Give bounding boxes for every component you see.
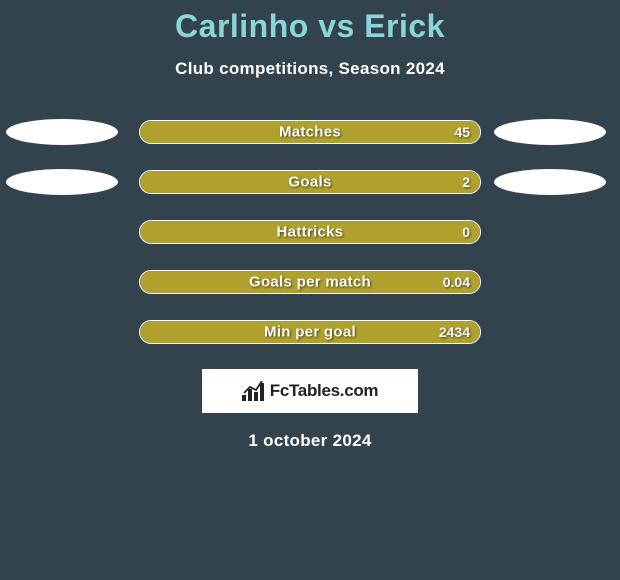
stat-row: Hattricks 0: [0, 219, 620, 245]
stat-value: 0.04: [443, 274, 470, 290]
stats-rows: Matches 45 Goals 2 Hattricks 0 Goals per match…: [0, 119, 620, 345]
stat-label: Hattricks: [277, 224, 344, 241]
subtitle: Club competitions, Season 2024: [0, 59, 620, 79]
player1-ellipse: [6, 119, 118, 145]
player1-name: Carlinho: [175, 8, 309, 44]
stat-label: Goals per match: [249, 274, 371, 291]
stat-label: Goals: [288, 174, 331, 191]
date-text: 1 october 2024: [0, 431, 620, 451]
stat-bar: Matches 45: [139, 120, 481, 144]
stat-row: Goals 2: [0, 169, 620, 195]
player2-name: Erick: [364, 8, 445, 44]
stat-value: 2434: [439, 324, 470, 340]
stat-value: 2: [462, 174, 470, 190]
player2-ellipse: [494, 119, 606, 145]
stat-label: Min per goal: [264, 324, 356, 341]
stat-bar: Goals per match 0.04: [139, 270, 481, 294]
stat-row: Goals per match 0.04: [0, 269, 620, 295]
player2-ellipse: [494, 169, 606, 195]
stat-bar: Hattricks 0: [139, 220, 481, 244]
stat-value: 45: [454, 124, 470, 140]
fctables-icon: [242, 381, 266, 401]
logo-text: FcTables.com: [270, 381, 379, 401]
page-title: Carlinho vs Erick: [0, 8, 620, 45]
stat-value: 0: [462, 224, 470, 240]
stat-label: Matches: [279, 124, 341, 141]
vs-text: vs: [318, 8, 355, 44]
stat-bar: Goals 2: [139, 170, 481, 194]
player1-ellipse: [6, 169, 118, 195]
stat-row: Matches 45: [0, 119, 620, 145]
stat-row: Min per goal 2434: [0, 319, 620, 345]
comparison-infographic: Carlinho vs Erick Club competitions, Sea…: [0, 0, 620, 451]
stat-bar: Min per goal 2434: [139, 320, 481, 344]
logo-box: FcTables.com: [202, 369, 418, 413]
